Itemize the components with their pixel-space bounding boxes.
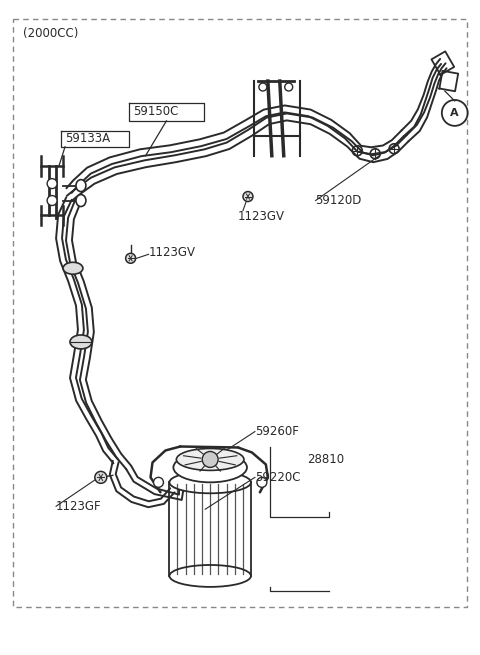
Text: 1123GV: 1123GV: [238, 210, 285, 223]
Circle shape: [285, 83, 293, 91]
Circle shape: [154, 477, 164, 487]
Text: 59150C: 59150C: [132, 105, 178, 119]
Text: 59133A: 59133A: [65, 132, 110, 145]
Ellipse shape: [70, 335, 92, 349]
Text: 28810: 28810: [308, 453, 345, 466]
Circle shape: [47, 179, 57, 189]
Ellipse shape: [169, 472, 251, 493]
Circle shape: [47, 196, 57, 206]
Circle shape: [95, 472, 107, 483]
Ellipse shape: [76, 195, 86, 206]
Circle shape: [259, 83, 267, 91]
Text: 1123GF: 1123GF: [56, 500, 102, 513]
Text: 59260F: 59260F: [255, 425, 299, 438]
Text: 59220C: 59220C: [255, 471, 300, 484]
Circle shape: [243, 191, 253, 202]
Circle shape: [202, 451, 218, 468]
Text: (2000CC): (2000CC): [23, 28, 79, 40]
Text: 59120D: 59120D: [315, 194, 362, 207]
Ellipse shape: [169, 565, 251, 587]
Ellipse shape: [176, 449, 244, 470]
Ellipse shape: [76, 179, 86, 191]
Ellipse shape: [173, 453, 247, 482]
Circle shape: [126, 253, 136, 263]
Text: 1123GV: 1123GV: [148, 246, 195, 259]
Circle shape: [257, 477, 267, 487]
Text: A: A: [450, 108, 459, 118]
Ellipse shape: [63, 262, 83, 274]
